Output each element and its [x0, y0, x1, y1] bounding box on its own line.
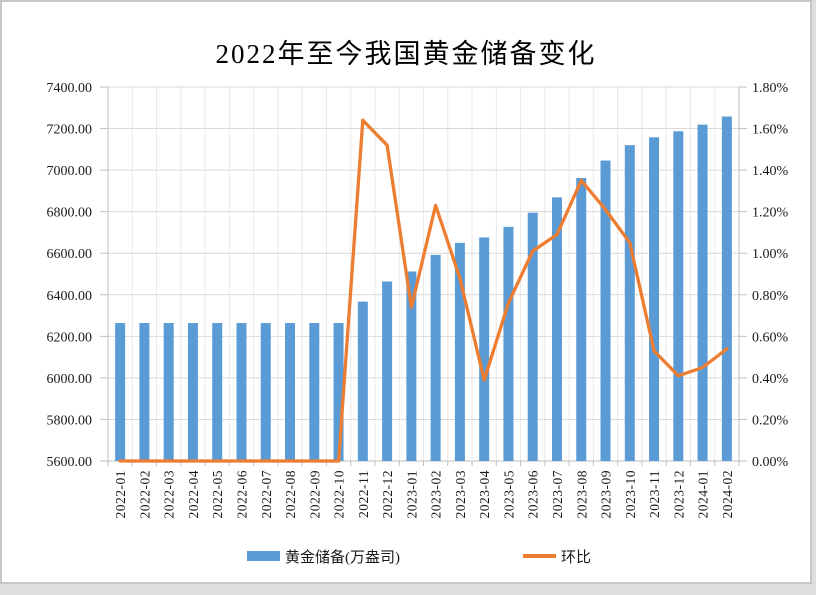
line-series-swatch [523, 554, 556, 558]
x-axis-label: 2023-02 [429, 470, 444, 519]
bar-2023-10 [624, 145, 635, 461]
bar-2022-09 [309, 323, 320, 461]
x-axis-label: 2023-01 [404, 470, 419, 519]
x-axis-label: 2023-08 [574, 470, 589, 519]
bar-series-swatch [247, 551, 280, 561]
combo-chart-plot: 7400.00 7200.00 7000.00 6800.00 6600.00 6400.… [47, 81, 789, 519]
bar-2024-02 [721, 116, 732, 461]
left-axis-label: 5800.00 [47, 413, 93, 428]
left-axis-label: 6400.00 [47, 289, 93, 304]
legend-label-mom: 环比 [561, 549, 592, 566]
right-axis-label: 0.20% [752, 413, 789, 428]
right-axis-label: 1.60% [752, 123, 789, 138]
left-axis-label: 7000.00 [47, 164, 93, 179]
x-axis-label: 2023-09 [599, 470, 614, 519]
tick-marks [100, 86, 747, 466]
legend-label-gold-reserve: 黄金储备(万盎司) [285, 549, 400, 566]
bar-2023-12 [673, 131, 684, 462]
bar-2023-09 [600, 160, 611, 461]
bar-2023-04 [479, 237, 490, 461]
x-axis-label: 2024-02 [720, 470, 735, 519]
x-axis-label: 2022-12 [380, 470, 395, 519]
right-axis-label: 1.20% [752, 206, 789, 221]
legend-item-mom: 环比 [523, 546, 591, 566]
bar-2023-06 [527, 212, 538, 461]
bar-2023-03 [454, 242, 465, 461]
right-axis-label: 1.80% [752, 81, 789, 96]
x-axis-label: 2022-08 [283, 470, 298, 519]
chart-title: 2022年至今我国黄金储备变化 [215, 39, 597, 69]
legend-item-gold-reserve: 黄金储备(万盎司) [247, 546, 400, 566]
right-axis-labels: 1.80% 1.60% 1.40% 1.20% 1.00% 0.80% 0.60% 0.40%… [752, 81, 789, 470]
x-axis-label: 2022-03 [162, 470, 177, 519]
x-axis-label: 2022-11 [356, 470, 371, 518]
bar-2022-10 [333, 323, 344, 461]
bar-2023-01 [406, 271, 417, 461]
bar-2024-01 [697, 124, 708, 461]
x-axis-label: 2023-03 [453, 470, 468, 519]
x-axis-label: 2023-10 [623, 470, 638, 519]
x-axis-label: 2022-10 [332, 470, 347, 519]
left-axis-label: 7200.00 [47, 123, 93, 138]
right-axis-label: 0.60% [752, 330, 789, 345]
bar-2022-02 [139, 323, 150, 461]
x-axis-label: 2022-06 [234, 470, 249, 519]
left-axis-label: 6800.00 [47, 206, 93, 221]
bar-2023-11 [649, 137, 660, 461]
bar-2022-07 [260, 323, 271, 461]
bar-2023-07 [551, 197, 562, 461]
bar-2022-11 [357, 301, 368, 461]
left-axis-label: 6000.00 [47, 372, 93, 387]
left-axis-labels: 7400.00 7200.00 7000.00 6800.00 6600.00 6400.… [47, 81, 93, 470]
x-axis-label: 2022-09 [307, 470, 322, 519]
x-axis-label: 2022-05 [210, 470, 225, 519]
bar-2022-01 [115, 323, 126, 461]
right-axis-label: 0.00% [752, 455, 789, 470]
left-axis-label: 7400.00 [47, 81, 93, 96]
mom-line [118, 118, 729, 463]
bar-series [115, 116, 732, 462]
bar-2022-08 [285, 323, 296, 461]
bar-2022-12 [382, 281, 393, 461]
chart-frame: 2022年至今我国黄金储备变化 7400.00 7200.00 7000.00 680… [0, 0, 812, 584]
right-axis-label: 1.40% [752, 164, 789, 179]
right-axis-label: 1.00% [752, 247, 789, 262]
x-axis-label: 2023-07 [550, 470, 565, 519]
x-axis-label: 2023-05 [501, 470, 516, 519]
left-axis-label: 6600.00 [47, 247, 93, 262]
bar-2022-04 [187, 323, 198, 461]
x-axis-label: 2022-07 [259, 470, 274, 519]
x-axis-label: 2023-06 [526, 470, 541, 519]
bar-2023-02 [430, 254, 441, 461]
right-axis-label: 0.40% [752, 372, 789, 387]
bar-2023-08 [576, 178, 587, 462]
x-axis-label: 2023-11 [647, 470, 662, 518]
x-axis-label: 2023-12 [671, 470, 686, 519]
x-axis-label: 2022-04 [186, 470, 201, 519]
x-axis-label: 2024-01 [696, 470, 711, 519]
bar-2022-05 [212, 323, 223, 461]
left-axis-label: 5600.00 [47, 455, 93, 470]
bar-2023-05 [503, 226, 514, 461]
x-axis-label: 2022-01 [113, 470, 128, 519]
right-axis-label: 0.80% [752, 289, 789, 304]
bar-2022-06 [236, 323, 247, 461]
left-axis-label: 6200.00 [47, 330, 93, 345]
bar-2022-03 [163, 323, 174, 461]
x-axis-labels: 2022-01 2022-02 2022-03 2022-04 2022-05 2022-… [113, 470, 735, 519]
x-axis-label: 2022-02 [137, 470, 152, 519]
x-axis-label: 2023-04 [477, 470, 492, 519]
